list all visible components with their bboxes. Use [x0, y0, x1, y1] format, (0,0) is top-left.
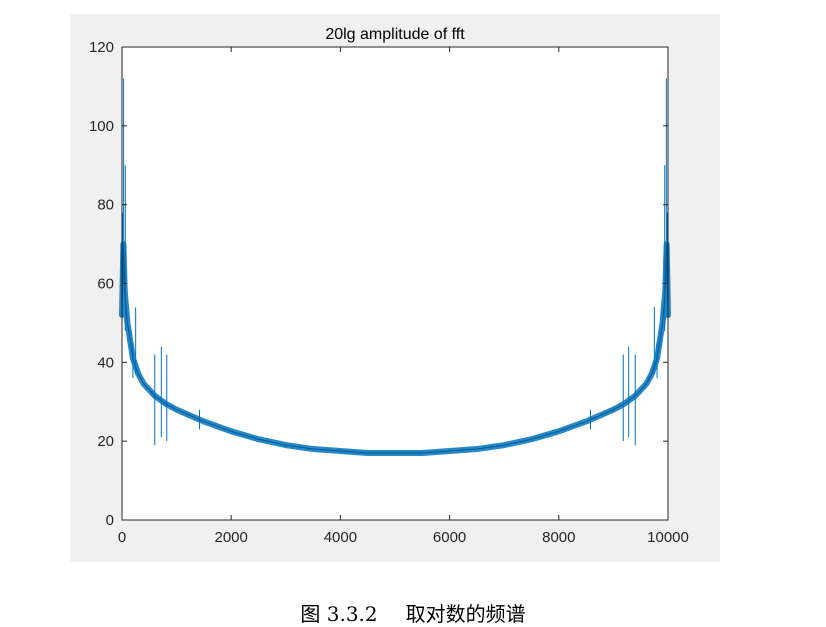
x-tick-label-2000: 2000: [215, 529, 248, 546]
series-line: [121, 243, 669, 454]
figure-panel: 0 2000 4000 6000 8000 10000 0 20 40 60 80 100 120 2…: [70, 14, 720, 562]
x-tick-label-4000: 4000: [324, 529, 357, 546]
y-tick-label-40: 40: [97, 354, 114, 371]
x-tick-label-8000: 8000: [542, 529, 575, 546]
y-tick-label-0: 0: [106, 512, 114, 529]
caption-number: 图 3.3.2: [300, 602, 378, 626]
caption-text: 取对数的频谱: [405, 602, 526, 626]
y-tick-label-120: 120: [89, 39, 114, 56]
plot-area: [122, 47, 668, 520]
x-tick-label-10000: 10000: [647, 529, 689, 546]
chart-title: 20lg amplitude of fft: [325, 26, 465, 43]
chart: 0 2000 4000 6000 8000 10000 0 20 40 60 80 100 120 2…: [89, 26, 689, 546]
y-axis: 0 20 40 60 80 100 120: [89, 39, 668, 529]
figure-caption: 图 3.3.2 取对数的频谱: [0, 598, 826, 627]
x-tick-label-0: 0: [118, 529, 126, 546]
x-tick-label-6000: 6000: [433, 529, 466, 546]
x-axis: 0 2000 4000 6000 8000 10000: [118, 47, 689, 546]
y-tick-label-100: 100: [89, 118, 114, 135]
y-tick-label-20: 20: [97, 433, 114, 450]
y-tick-label-80: 80: [97, 197, 114, 214]
y-tick-label-60: 60: [97, 276, 114, 293]
